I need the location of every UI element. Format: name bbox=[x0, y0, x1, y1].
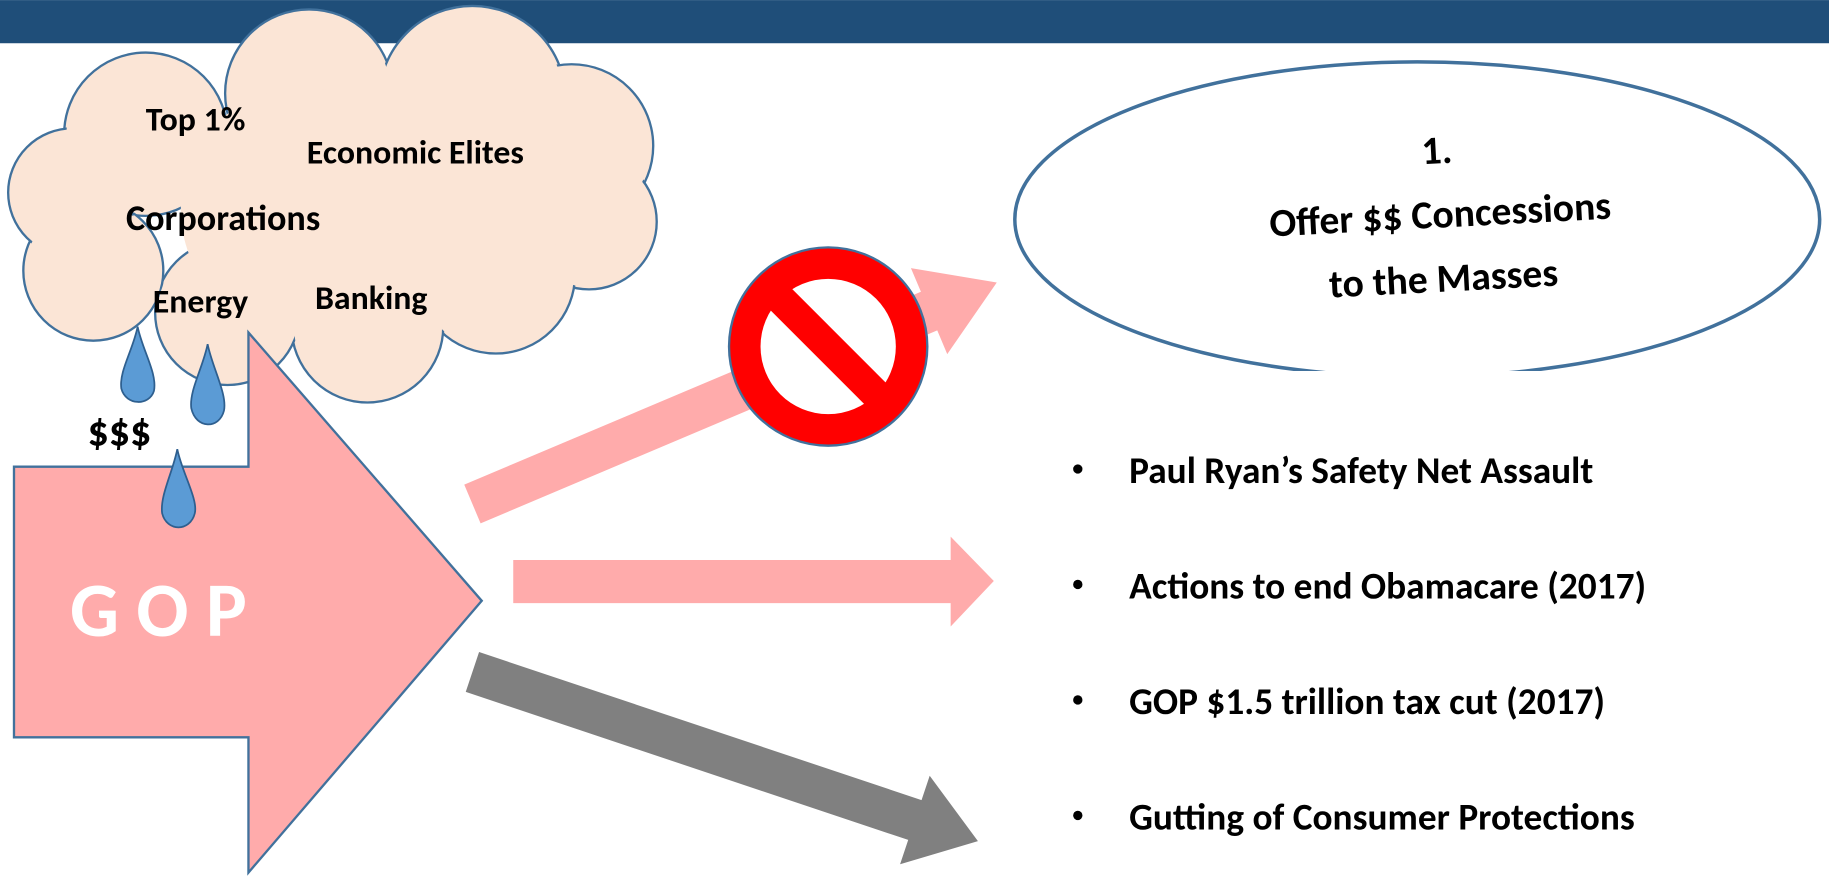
gop-arrow bbox=[12, 329, 484, 876]
arrow-middle bbox=[513, 536, 994, 627]
bullet-dot bbox=[1073, 810, 1083, 821]
cloud bbox=[6, 4, 658, 404]
cloud-label: Energy bbox=[153, 282, 248, 323]
cloud-label: Economic Elites bbox=[307, 132, 524, 173]
bullet-dot bbox=[1073, 464, 1083, 474]
money-drops bbox=[120, 326, 226, 529]
bullet-dot bbox=[1073, 695, 1083, 705]
money-label: $$$ bbox=[87, 407, 151, 458]
bullet-text: GOP $1.5 trillion tax cut (2017) bbox=[1129, 679, 1605, 725]
bullet-dot bbox=[1073, 579, 1083, 590]
gop-label: G O P bbox=[70, 563, 247, 657]
cloud-label: Corporations bbox=[126, 196, 320, 240]
no-symbol bbox=[727, 246, 929, 447]
cloud-label: Banking bbox=[315, 278, 428, 319]
callout-line: to the Masses bbox=[1328, 248, 1559, 309]
arrow-down bbox=[465, 652, 978, 865]
cloud-label: Top 1% bbox=[146, 100, 246, 141]
bullet-text: Paul Ryan’s Safety Net Assault bbox=[1129, 448, 1593, 494]
bullet-text: Gutting of Consumer Protections bbox=[1129, 794, 1635, 840]
callout-number: 1. bbox=[1420, 125, 1453, 176]
callout-ellipse bbox=[1013, 60, 1822, 372]
bullet-text: Actions to end Obamacare (2017) bbox=[1129, 563, 1646, 609]
